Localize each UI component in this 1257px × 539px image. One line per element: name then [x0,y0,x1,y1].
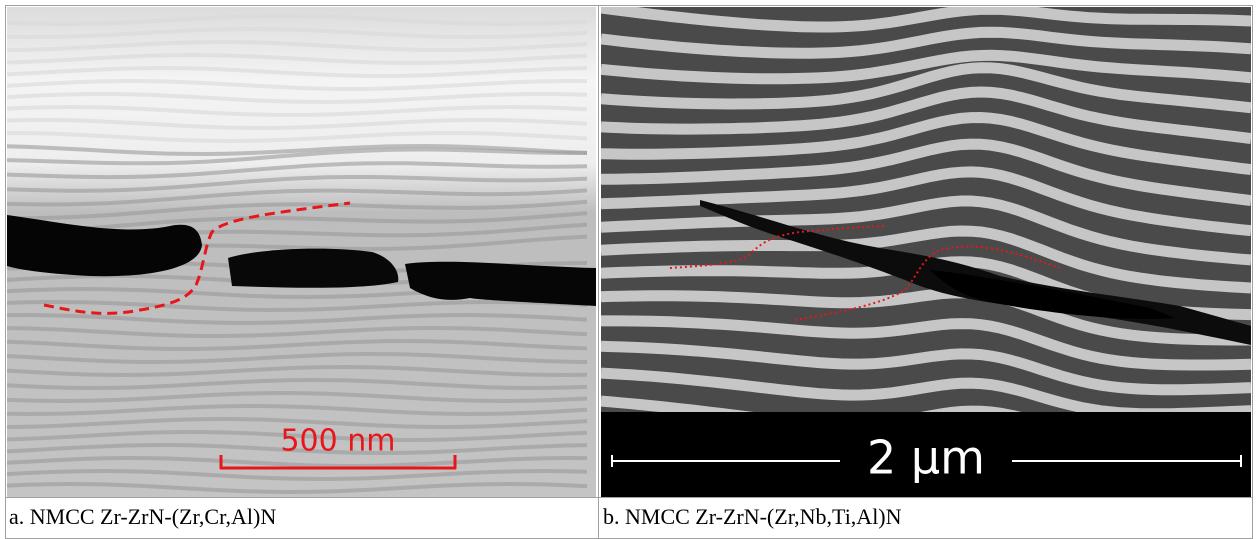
caption: a. NMCC Zr-ZrN-(Zr,Cr,Al)N [9,504,276,529]
micrograph-b [601,0,1251,460]
scale-bar-label: 2 µm [867,431,985,485]
page: {"panels": [ {"caption": "a. NMCC Zr-ZrN… [0,0,1257,539]
caption: b. NMCC Zr-ZrN-(Zr,Nb,Ti,Al)N [603,504,902,529]
scale-bar-label: 500 nm [280,424,395,459]
scale-bar-b: 2 µm [601,412,1251,497]
figure: 500 nm 2 µm a. NMCC Zr-ZrN-(Zr,Cr,Al)N b… [0,0,1257,539]
micrograph-a: 500 nm [7,7,596,497]
